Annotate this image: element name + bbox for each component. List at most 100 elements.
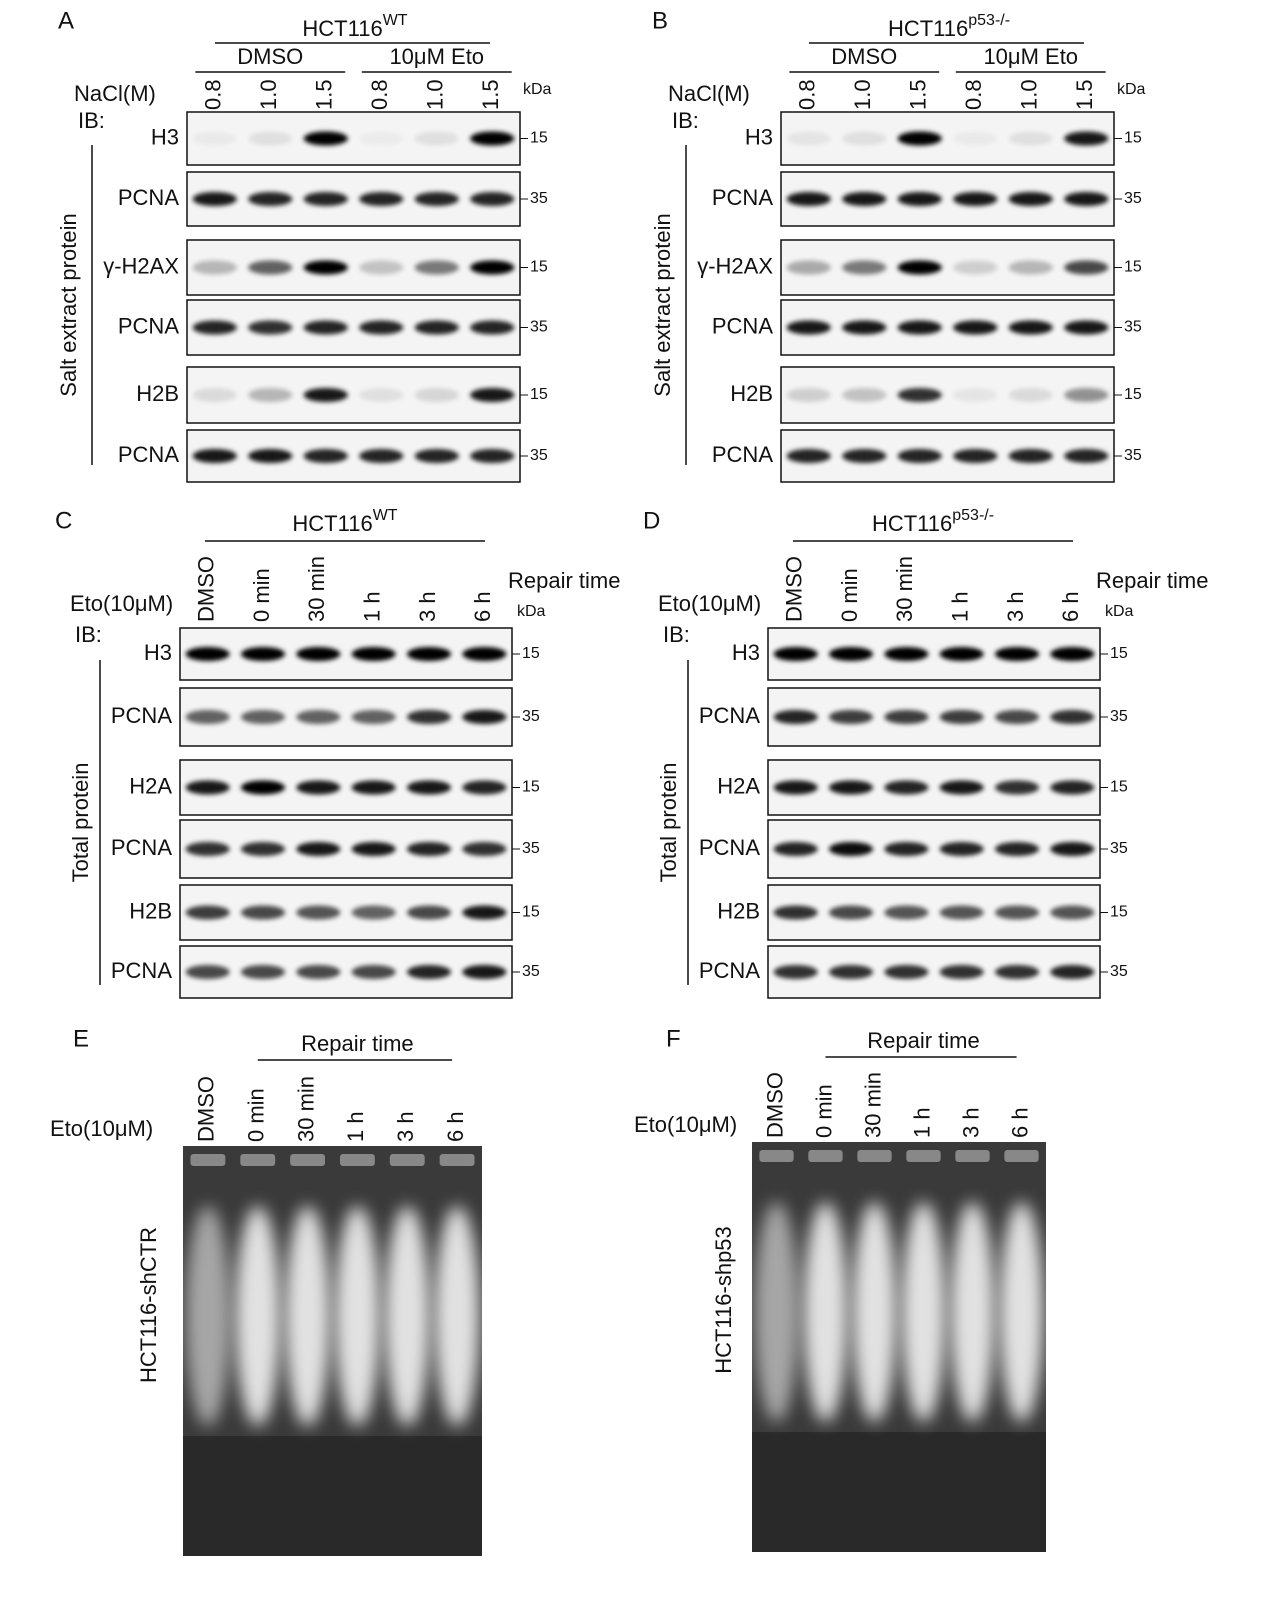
kda-marker: 35 — [530, 447, 548, 464]
repair-label: Repair time — [508, 568, 620, 593]
lane-label: 0 min — [244, 1088, 269, 1142]
lane-label: 0 min — [811, 1084, 836, 1138]
band — [1050, 647, 1095, 661]
lane-label: 6 h — [470, 591, 495, 622]
band — [462, 780, 507, 795]
kda-marker: 35 — [1124, 190, 1142, 207]
lane-label: 0.8 — [961, 79, 986, 110]
smear — [285, 1206, 331, 1426]
band — [897, 320, 942, 335]
blot — [186, 299, 521, 356]
blot — [767, 884, 1101, 941]
smear — [235, 1206, 281, 1426]
blot-label: H2B — [730, 381, 773, 406]
kda-marker: 35 — [1124, 319, 1142, 336]
band — [240, 647, 286, 661]
blot — [767, 945, 1101, 999]
lane-header: NaCl(M) — [668, 81, 750, 106]
blot-label: H3 — [151, 124, 179, 149]
band — [1064, 320, 1109, 335]
blot-label: PCNA — [712, 185, 773, 210]
lane-label: 1.0 — [256, 79, 281, 110]
smear — [803, 1202, 848, 1422]
band — [296, 842, 341, 856]
band — [406, 710, 452, 724]
blot-label: PCNA — [111, 703, 172, 728]
band — [359, 320, 404, 335]
smear — [334, 1206, 380, 1426]
band — [842, 192, 887, 206]
blot — [780, 171, 1115, 227]
ib-label: IB: — [663, 622, 690, 647]
band — [897, 131, 942, 146]
band — [192, 192, 237, 206]
smear — [950, 1202, 995, 1422]
kda-label: kDa — [523, 81, 552, 98]
band — [462, 842, 507, 856]
blot — [780, 239, 1115, 296]
blot — [179, 884, 513, 941]
lane-label: 1.0 — [1017, 79, 1042, 110]
cell-line-genotype: WT — [373, 507, 398, 524]
blot — [780, 111, 1115, 166]
blot — [767, 819, 1101, 879]
kda-marker: 15 — [530, 259, 548, 276]
band — [351, 905, 396, 920]
lane-label: 1.5 — [478, 79, 503, 110]
band — [303, 320, 348, 335]
band — [1050, 780, 1095, 795]
blot-label: H3 — [732, 640, 760, 665]
well — [906, 1150, 941, 1162]
band — [414, 320, 459, 335]
band — [303, 388, 348, 402]
blot-label: H2B — [136, 381, 179, 406]
band — [470, 320, 515, 335]
band — [470, 131, 515, 146]
lane-label: 3 h — [1003, 591, 1028, 622]
band — [296, 780, 341, 795]
band — [462, 905, 507, 920]
kda-marker: 35 — [522, 963, 540, 980]
band — [359, 388, 404, 402]
lane-label: 0.8 — [201, 79, 226, 110]
band — [185, 647, 230, 661]
band — [897, 192, 942, 206]
band — [884, 780, 929, 795]
lane-label: 1 h — [343, 1111, 368, 1142]
kda-marker: 35 — [1110, 840, 1128, 857]
blot-label: PCNA — [699, 835, 760, 860]
band — [773, 965, 818, 979]
band — [470, 388, 515, 402]
band — [351, 647, 396, 661]
band — [994, 965, 1040, 979]
band — [884, 647, 929, 661]
lane-label: 30 min — [892, 556, 917, 622]
band — [406, 647, 452, 661]
band — [1064, 388, 1109, 402]
side-label: HCT116-shp53 — [711, 1226, 736, 1374]
lane-label: 30 min — [293, 1076, 318, 1142]
lane-label: 30 min — [860, 1072, 885, 1138]
band — [994, 842, 1040, 856]
blot-label: H2A — [717, 773, 760, 798]
blot — [186, 429, 521, 483]
band — [786, 192, 831, 206]
band — [303, 192, 348, 206]
blot-label: PCNA — [699, 703, 760, 728]
band — [406, 965, 452, 979]
lane-label: 1.5 — [1072, 79, 1097, 110]
band — [351, 842, 396, 856]
band — [359, 260, 404, 275]
band — [786, 260, 831, 275]
band — [185, 905, 230, 920]
band — [939, 905, 984, 920]
repair-label: Repair time — [1096, 568, 1208, 593]
band — [828, 905, 874, 920]
blot-label: PCNA — [118, 442, 179, 467]
kda-label: kDa — [517, 603, 546, 620]
band — [414, 131, 459, 146]
kda-marker: 15 — [522, 779, 540, 796]
band — [1064, 260, 1109, 275]
band — [1008, 388, 1053, 402]
